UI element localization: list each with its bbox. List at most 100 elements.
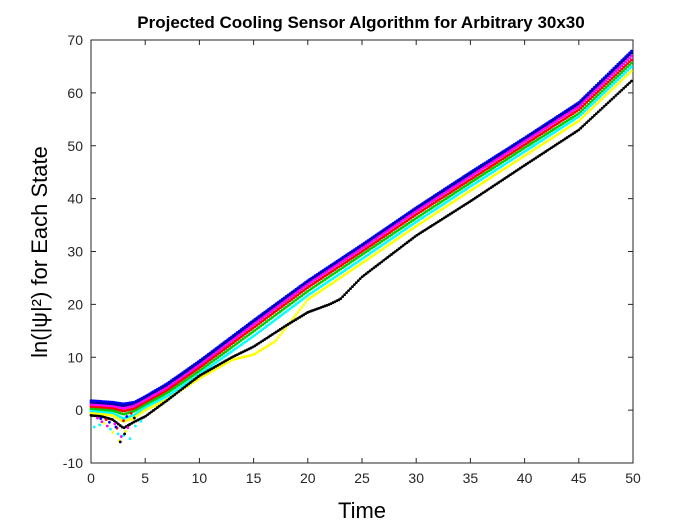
data-point	[284, 298, 288, 302]
data-point	[358, 277, 362, 281]
data-point	[594, 95, 598, 99]
data-point	[390, 229, 393, 233]
data-point	[386, 244, 389, 248]
data-point	[395, 248, 399, 252]
data-point	[393, 250, 397, 253]
data-point	[598, 84, 602, 88]
data-point	[218, 354, 222, 358]
data-point	[251, 323, 255, 327]
data-point	[206, 363, 210, 367]
data-point	[228, 347, 231, 351]
data-point	[257, 330, 261, 334]
data-point	[239, 335, 243, 339]
data-point	[411, 236, 415, 240]
data-point	[255, 323, 259, 327]
data-point	[374, 237, 378, 241]
data-point	[148, 411, 151, 415]
data-point	[191, 379, 194, 383]
data-point	[276, 311, 280, 315]
data-point	[296, 290, 300, 294]
data-point	[362, 256, 366, 259]
data-point	[616, 67, 620, 71]
data-point	[591, 102, 594, 106]
data-point	[630, 49, 633, 53]
data-point	[598, 108, 602, 112]
data-point	[610, 88, 614, 91]
data-point	[399, 220, 403, 223]
data-point	[111, 418, 114, 421]
noise-point	[129, 411, 133, 415]
data-point	[616, 71, 620, 75]
data-point	[267, 311, 270, 315]
data-point	[386, 229, 389, 233]
data-point	[390, 237, 393, 241]
data-point	[247, 326, 251, 330]
data-point	[405, 226, 409, 230]
data-point	[226, 342, 229, 346]
data-point	[208, 361, 212, 365]
data-point	[589, 97, 592, 101]
data-point	[230, 346, 233, 349]
data-point	[407, 229, 411, 233]
data-point	[214, 357, 218, 361]
data-point	[216, 349, 220, 353]
data-point	[630, 54, 633, 58]
data-point	[368, 269, 372, 273]
data-point	[214, 351, 218, 355]
data-point	[407, 239, 411, 243]
data-point	[175, 388, 179, 391]
data-point	[395, 222, 399, 226]
data-point	[278, 306, 282, 310]
data-point	[612, 71, 616, 75]
data-point	[368, 241, 372, 245]
data-point	[267, 315, 270, 318]
data-point	[577, 128, 581, 132]
data-point	[253, 328, 257, 332]
data-point	[397, 221, 401, 225]
data-point	[273, 340, 276, 344]
data-point	[341, 295, 345, 299]
data-point	[388, 238, 391, 242]
data-point	[292, 300, 296, 303]
data-point	[596, 93, 600, 97]
noise-point	[116, 432, 120, 436]
noise-point	[92, 425, 96, 429]
data-point	[600, 86, 604, 90]
data-point	[263, 321, 267, 325]
data-point	[602, 91, 606, 95]
noise-series-0	[96, 416, 130, 438]
data-point	[302, 292, 306, 296]
data-point	[364, 254, 368, 258]
data-point	[614, 64, 618, 68]
data-point	[232, 341, 235, 344]
data-point	[292, 293, 296, 296]
data-point	[630, 58, 633, 62]
data-point	[360, 275, 364, 279]
data-point	[606, 84, 610, 87]
data-point	[194, 376, 198, 380]
data-point	[604, 93, 608, 97]
data-point	[286, 304, 290, 308]
data-point	[405, 219, 409, 223]
data-point	[411, 215, 415, 219]
data-point	[284, 310, 288, 314]
data-point	[624, 70, 628, 74]
data-point	[273, 310, 276, 314]
data-point	[185, 375, 189, 379]
data-point	[380, 248, 384, 252]
data-point	[235, 346, 239, 349]
data-point	[222, 355, 226, 359]
data-point	[608, 75, 612, 79]
noise-point	[126, 426, 130, 429]
data-point	[630, 51, 633, 55]
data-point	[356, 279, 360, 283]
data-point	[353, 283, 356, 287]
data-point	[593, 100, 596, 104]
data-point	[600, 89, 604, 93]
data-point	[265, 313, 269, 317]
data-point	[579, 126, 583, 130]
noise-point	[128, 437, 132, 441]
data-point	[583, 106, 587, 110]
x-tick-label: 5	[141, 470, 149, 486]
data-point	[583, 123, 587, 126]
